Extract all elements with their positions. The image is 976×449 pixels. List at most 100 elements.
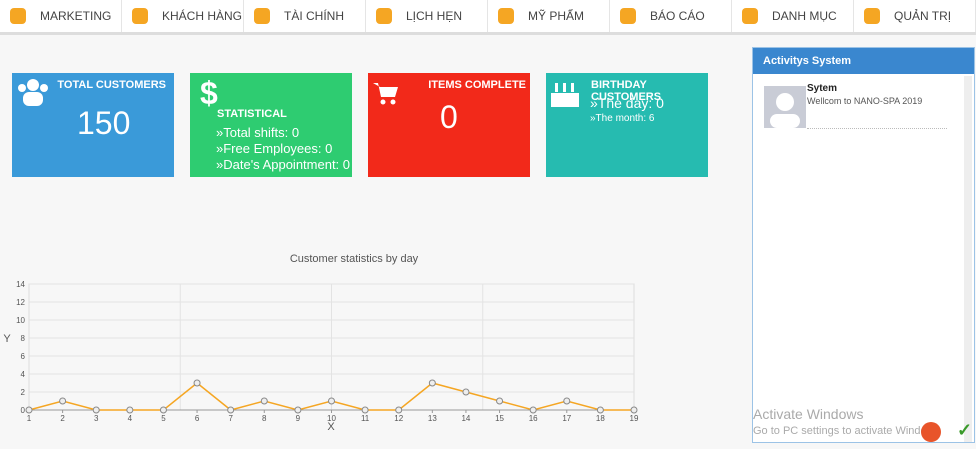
- x-tick-label: 5: [161, 414, 166, 423]
- x-tick-label: 9: [296, 414, 301, 423]
- x-axis-label: X: [327, 421, 335, 433]
- card-title: STATISTICAL: [217, 108, 287, 120]
- check-icon: ✓: [957, 420, 973, 440]
- nav-icon: [742, 8, 758, 24]
- nav-item[interactable]: LỊCH HẸN: [366, 0, 488, 32]
- x-tick-label: 12: [394, 414, 403, 423]
- nav-item[interactable]: MARKETING: [0, 0, 122, 32]
- nav-item[interactable]: QUẢN TRỊ: [854, 0, 976, 32]
- avatar: [764, 86, 806, 128]
- point: [395, 406, 403, 414]
- point: [630, 406, 638, 414]
- nav-icon: [132, 8, 148, 24]
- point: [529, 406, 537, 414]
- point: [496, 397, 504, 405]
- nav-icon: [376, 8, 392, 24]
- nav-label: MARKETING: [40, 9, 112, 23]
- point: [260, 397, 268, 405]
- nav-icon: [864, 8, 880, 24]
- x-tick-label: 16: [529, 414, 538, 423]
- nav-item[interactable]: BÁO CÁO: [610, 0, 732, 32]
- nav-label: LỊCH HẸN: [406, 9, 463, 23]
- x-tick-label: 17: [562, 414, 571, 423]
- nav-item[interactable]: DANH MỤC: [732, 0, 854, 32]
- card-line: »Free Employees: 0: [216, 141, 333, 156]
- chart-title: Customer statistics by day: [290, 253, 419, 265]
- card-lines: »Total shifts: 0 »Free Employees: 0 »Date'…: [216, 125, 350, 173]
- divider: [807, 128, 947, 129]
- point: [294, 406, 302, 414]
- y-tick-label: 6: [21, 352, 26, 361]
- y-axis-label: Y: [3, 333, 11, 345]
- nav-label: DANH MỤC: [772, 9, 837, 23]
- card-value: 150: [77, 105, 131, 141]
- point: [59, 397, 67, 405]
- watermark-title: Activate Windows: [753, 406, 864, 422]
- point: [361, 406, 369, 414]
- icon-users: [18, 79, 48, 106]
- card-title: ITEMS COMPLETE: [428, 79, 526, 91]
- nav-icon: [10, 8, 26, 24]
- y-tick-label: 4: [21, 370, 26, 379]
- home-button[interactable]: [921, 422, 941, 442]
- card-statistical: $ STATISTICAL »Total shifts: 0 »Free Empl…: [190, 73, 352, 177]
- nav-item[interactable]: MỸ PHẨM: [488, 0, 610, 32]
- y-tick-label: 2: [21, 388, 26, 397]
- x-tick-label: 10: [327, 414, 336, 423]
- y-tick-label: 8: [21, 334, 26, 343]
- y-tick-label: 0: [21, 406, 26, 415]
- point: [596, 406, 604, 414]
- card-title: TOTAL CUSTOMERS: [57, 79, 166, 91]
- scrollbar: [964, 76, 972, 442]
- nav-label: KHÁCH HÀNG: [162, 9, 243, 23]
- nav-icon: [498, 8, 514, 24]
- x-tick-label: 7: [228, 414, 233, 423]
- point: [462, 388, 470, 396]
- x-tick-label: 19: [630, 414, 639, 423]
- x-tick-label: 1: [27, 414, 32, 423]
- card-line: »Date's Appointment: 0: [216, 157, 351, 172]
- nav-label: TÀI CHÍNH: [284, 9, 344, 23]
- card-value: 0: [440, 99, 458, 135]
- point: [126, 406, 134, 414]
- point: [25, 406, 33, 414]
- nav-item[interactable]: KHÁCH HÀNG: [122, 0, 244, 32]
- chart: Customer statistics by day X Y 024681012…: [3, 253, 639, 433]
- watermark: Activate Windows Go to PC settings to ac…: [753, 406, 933, 437]
- icon-dollar: $: [200, 75, 218, 111]
- activity-message: Wellcom to NANO-SPA 2019: [807, 96, 923, 106]
- point: [159, 406, 167, 414]
- activity-panel: Activitys System Sytem Wellcom to NANO-S…: [752, 47, 975, 443]
- card-lines: »The day: 0 »The month: 6: [590, 95, 664, 127]
- nav-label: QUẢN TRỊ: [894, 9, 952, 23]
- x-tick-label: 4: [128, 414, 133, 423]
- card-title: BIRTHDAY CUSTOMERS: [591, 79, 662, 103]
- nav-label: BÁO CÁO: [650, 9, 705, 23]
- x-tick-label: 3: [94, 414, 99, 423]
- card-birthday: BIRTHDAY CUSTOMERS »The day: 0 »The month…: [546, 73, 708, 177]
- y-tick-label: 12: [16, 298, 25, 307]
- panel-title: Activitys System: [753, 48, 974, 74]
- x-tick-label: 2: [60, 414, 65, 423]
- x-tick-label: 6: [195, 414, 200, 423]
- card-items-complete: ITEMS COMPLETE 0: [368, 73, 530, 177]
- x-tick-label: 11: [361, 414, 370, 423]
- nav-label: MỸ PHẨM: [528, 9, 585, 23]
- x-tick-label: 18: [596, 414, 605, 423]
- card-line: »The day: 0: [590, 95, 664, 111]
- activity-name: Sytem: [807, 83, 838, 94]
- point: [193, 379, 201, 387]
- icon-cake: [551, 83, 579, 107]
- point: [563, 397, 571, 405]
- nav-item[interactable]: TÀI CHÍNH: [244, 0, 366, 32]
- icon-cart: [373, 83, 398, 105]
- x-tick-label: 15: [495, 414, 504, 423]
- card-line: »Total shifts: 0: [216, 125, 300, 140]
- y-tick-label: 14: [16, 280, 25, 289]
- point: [428, 379, 436, 387]
- watermark-subtitle: Go to PC settings to activate Windows.: [753, 425, 933, 437]
- nav-icon: [620, 8, 636, 24]
- nav-icon: [254, 8, 270, 24]
- card-total-customers: TOTAL CUSTOMERS 150: [12, 73, 174, 177]
